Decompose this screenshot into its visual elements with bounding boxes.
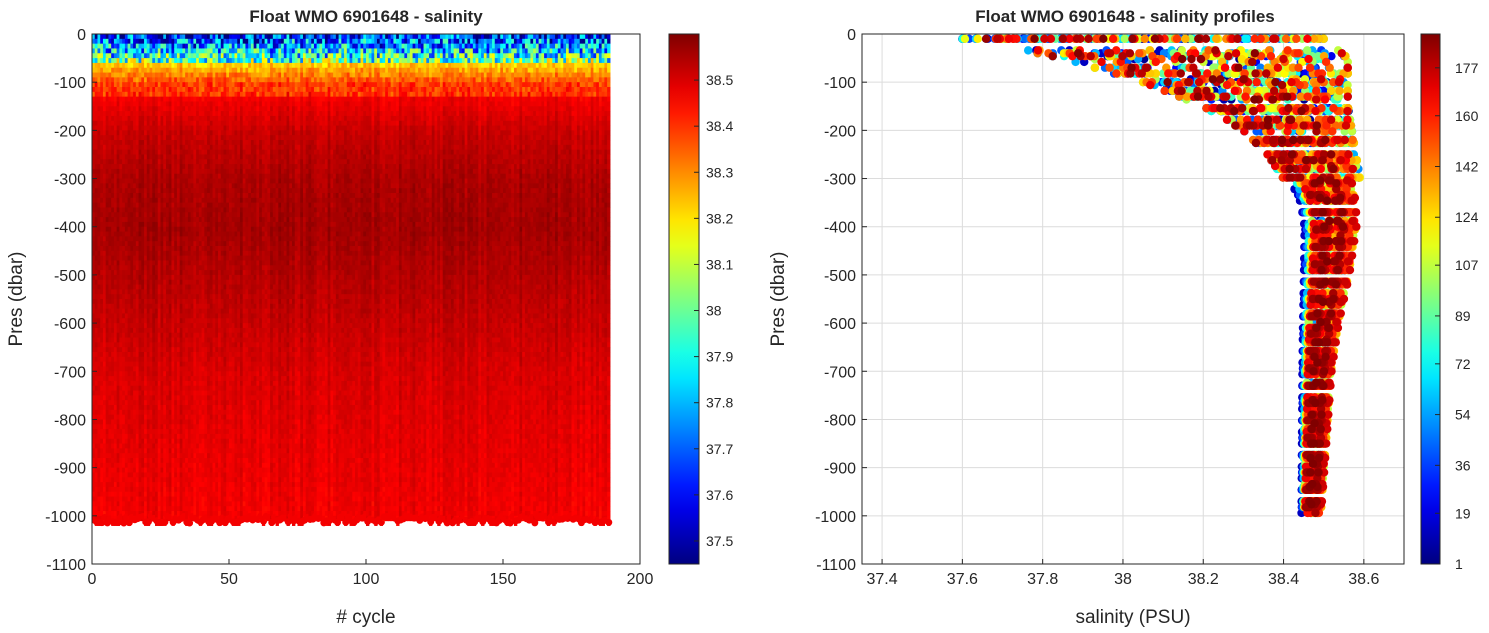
left-chart: Float WMO 6901648 - salinity 0 50 100 150 20… — [6, 7, 733, 628]
left-heatmap — [90, 34, 612, 527]
left-chart-title: Float WMO 6901648 - salinity — [249, 7, 483, 26]
